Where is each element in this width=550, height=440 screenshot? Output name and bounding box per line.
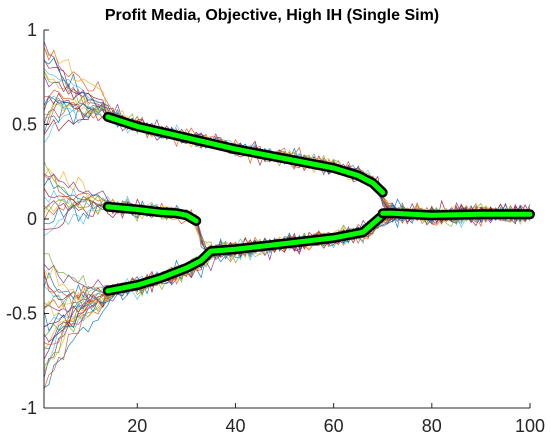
y-tick-label: -1 xyxy=(21,398,37,418)
cluster-series xyxy=(102,111,535,296)
cluster-line xyxy=(105,204,199,224)
background-trace xyxy=(43,203,531,351)
background-trace xyxy=(43,71,531,224)
background-trace xyxy=(43,41,531,224)
background-trace xyxy=(43,75,531,225)
background-trace xyxy=(43,207,530,389)
background-trace xyxy=(43,205,531,350)
background-trace xyxy=(43,187,531,261)
x-ticks: 20 40 60 80 100 xyxy=(127,403,545,436)
background-trace xyxy=(43,206,531,338)
cluster-line xyxy=(105,212,386,294)
background-trace xyxy=(43,204,531,332)
cluster-line xyxy=(105,114,386,195)
y-ticks: -1 -0.5 0 0.5 1 xyxy=(6,20,49,418)
background-trace xyxy=(43,57,531,222)
background-trace xyxy=(43,46,531,226)
background-trace xyxy=(43,68,531,225)
x-tick-label: 20 xyxy=(127,416,147,436)
x-tick-label: 100 xyxy=(515,416,545,436)
background-trace xyxy=(43,204,531,390)
background-trace xyxy=(43,70,531,225)
background-trace xyxy=(43,59,531,223)
x-tick-label: 40 xyxy=(225,416,245,436)
y-tick-label: 0 xyxy=(27,209,37,229)
x-tick-label: 80 xyxy=(422,416,442,436)
x-tick-label: 60 xyxy=(324,416,344,436)
y-tick-label: -0.5 xyxy=(6,304,37,324)
background-trace xyxy=(43,207,531,327)
y-tick-label: 0.5 xyxy=(12,115,37,135)
background-trace xyxy=(43,207,531,313)
cluster-line xyxy=(380,210,533,218)
background-trace xyxy=(43,46,531,221)
background-trace xyxy=(43,206,531,343)
background-trace xyxy=(43,204,531,346)
y-tick-label: 1 xyxy=(27,20,37,40)
chart-title: Profit Media, Objective, High IH (Single… xyxy=(105,7,439,24)
